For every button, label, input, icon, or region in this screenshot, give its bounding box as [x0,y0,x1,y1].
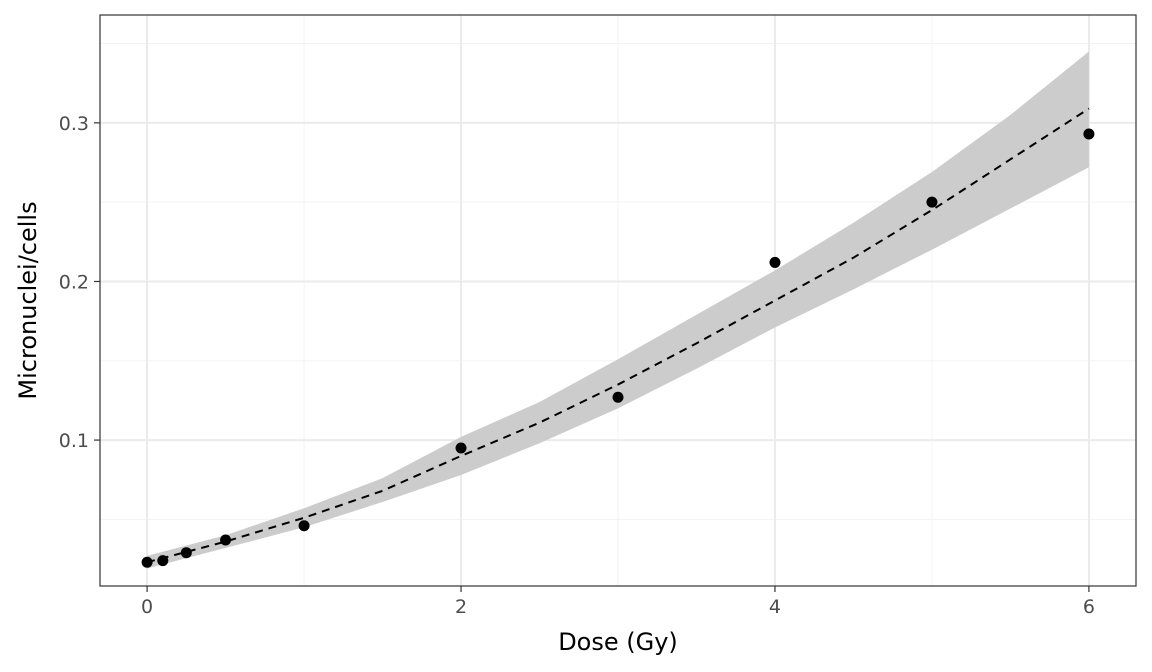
fit-curve [146,107,1090,564]
x-axis-title: Dose (Gy) [558,628,678,656]
data-point [926,196,938,208]
panel-border [99,14,1137,587]
x-tick-label: 6 [1083,596,1095,618]
y-axis-title: Micronuclei/cells [14,201,42,399]
y-tick-label: 0.3 [59,113,89,135]
data-point [298,520,310,532]
data-point [220,534,232,546]
data-point [141,556,153,568]
y-tick-label: 0.2 [59,271,89,293]
x-tick-label: 2 [455,596,467,618]
x-axis: 0 2 4 6 [141,586,1095,618]
x-tick-label: 4 [769,596,781,618]
y-axis: 0.1 0.2 0.3 [59,113,100,452]
y-tick-label: 0.1 [59,430,89,452]
data-point [455,442,467,454]
data-point [1083,128,1095,140]
x-tick-label: 0 [141,596,153,618]
data-points-layer [141,128,1095,568]
data-point [612,391,624,403]
data-point [180,547,192,559]
fit-curve-layer [146,107,1090,564]
data-point [157,555,169,567]
data-point [769,256,781,268]
